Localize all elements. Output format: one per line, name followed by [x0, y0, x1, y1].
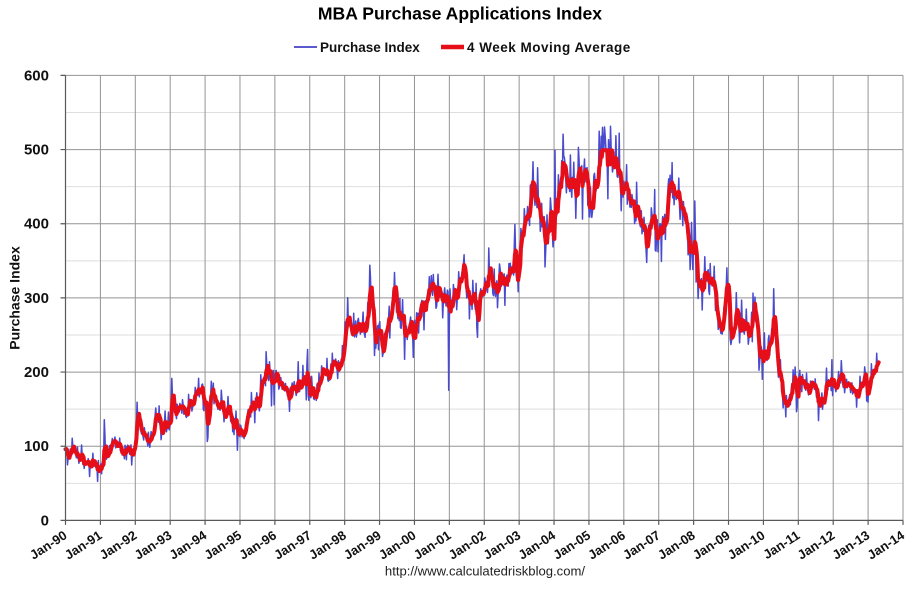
svg-text:500: 500 [24, 142, 49, 159]
svg-text:200: 200 [24, 364, 49, 381]
svg-text:Purchase Index: Purchase Index [320, 40, 420, 55]
svg-text:0: 0 [41, 512, 49, 529]
svg-text:400: 400 [24, 216, 49, 233]
svg-text:MBA Purchase Applications Inde: MBA Purchase Applications Index [318, 4, 602, 24]
svg-text:Purchase Index: Purchase Index [7, 246, 23, 350]
svg-text:300: 300 [24, 290, 49, 307]
svg-text:100: 100 [24, 438, 49, 455]
svg-text:4 Week Moving Average: 4 Week Moving Average [467, 40, 631, 55]
svg-text:600: 600 [24, 67, 49, 84]
svg-text:http://www.calculatedriskblog.: http://www.calculatedriskblog.com/ [385, 564, 585, 579]
